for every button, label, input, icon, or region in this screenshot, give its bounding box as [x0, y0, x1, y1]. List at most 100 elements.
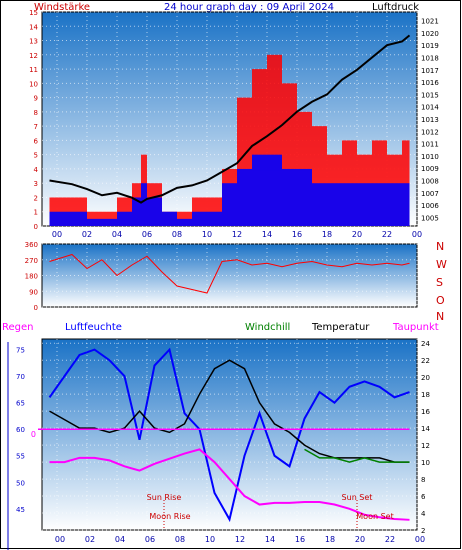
legend-rain: Regen	[2, 322, 34, 333]
wind-bar	[177, 218, 192, 226]
direction-axes: 0 90 180 270 360	[25, 241, 38, 312]
humidity-y-tick: 70	[16, 373, 25, 381]
series-line-temperatur	[49, 359, 410, 463]
wind-y-tick: 10	[29, 80, 38, 88]
pressure-y-tick: 1014	[421, 104, 439, 112]
pressure-y-tick: 1008	[421, 177, 439, 185]
wind-y-tick: 14	[29, 23, 38, 31]
time-tick-label: 16	[295, 535, 305, 544]
legend-windchill: Windchill	[245, 322, 290, 333]
pressure-y-tick: 1021	[421, 18, 439, 26]
time-tick-label: 06	[145, 535, 155, 544]
legend-dewpoint: Taupunkt	[392, 322, 439, 333]
wind-bar	[402, 183, 410, 226]
direction-y-tick: 270	[25, 257, 38, 265]
humidity-y-tick: 45	[16, 506, 25, 514]
time-tick-label: 02	[85, 535, 95, 544]
pressure-y-tick: 1020	[421, 30, 439, 38]
temperature-humidity-panel	[41, 338, 418, 531]
direction-letter: N	[436, 310, 444, 323]
direction-letter: N	[436, 240, 444, 253]
pressure-y-tick: 1019	[421, 42, 439, 50]
pressure-y-tick: 1016	[421, 79, 439, 87]
wind-y-tick: 7	[34, 123, 38, 131]
time-tick-label: 06	[142, 230, 152, 239]
wind-bar	[387, 183, 402, 226]
humidity-y-tick: 60	[16, 426, 25, 434]
pressure-line-group	[49, 34, 411, 204]
wind-bar	[357, 183, 372, 226]
pressure-y-tick: 1018	[421, 55, 439, 63]
time-tick-label: 14	[265, 535, 275, 544]
time-tick-label: 10	[202, 230, 212, 239]
wind-bar	[141, 183, 147, 226]
time-tick-label: 18	[322, 230, 332, 239]
wind-axes: 0123456789101112131415100510061007100810…	[29, 9, 439, 239]
moon-set-label: Moon Set	[356, 512, 393, 521]
time-tick-label: 12	[232, 230, 242, 239]
temperature-y-tick: 2	[421, 527, 425, 535]
pressure-y-tick: 1005	[421, 214, 439, 222]
pressure-y-tick: 1010	[421, 153, 439, 161]
time-tick-label: 12	[235, 535, 245, 544]
wind-y-tick: 9	[34, 95, 38, 103]
time-tick-label: 04	[112, 230, 122, 239]
wind-bar	[147, 197, 162, 226]
wind-bar	[282, 168, 297, 226]
wind-y-tick: 4	[34, 166, 39, 174]
rain-zero-label: 0	[31, 430, 36, 439]
temperature-y-tick: 24	[421, 340, 430, 348]
wind-bar	[267, 154, 282, 226]
wind-bar	[297, 168, 312, 226]
wind-bar	[237, 168, 252, 226]
pressure-y-tick: 1006	[421, 202, 439, 210]
humidity-y-tick: 65	[16, 400, 25, 408]
time-tick-label: 22	[382, 230, 392, 239]
pressure-y-tick: 1011	[421, 141, 439, 149]
sun-set-label: Sun Set	[342, 493, 373, 502]
time-tick-label: 10	[205, 535, 215, 544]
wind-y-tick: 6	[34, 137, 39, 145]
series-line-windchill	[304, 448, 410, 463]
humidity-y-tick: 50	[16, 479, 25, 487]
wind-y-tick: 1	[34, 209, 38, 217]
temperature-y-tick: 22	[421, 357, 430, 365]
time-tick-label: 00	[412, 230, 422, 239]
wind-bar	[132, 197, 141, 226]
wind-bar	[327, 183, 342, 226]
direction-y-tick: 180	[25, 273, 38, 281]
pressure-y-tick: 1013	[421, 116, 439, 124]
direction-grid	[42, 243, 418, 308]
temperature-y-tick: 10	[421, 459, 430, 467]
temperature-grid	[42, 339, 418, 531]
temperature-y-tick: 8	[421, 476, 425, 484]
temperature-y-tick: 6	[421, 493, 426, 501]
wind-y-tick: 13	[29, 38, 38, 46]
time-tick-label: 20	[352, 230, 362, 239]
temperature-y-tick: 12	[421, 442, 430, 450]
time-tick-label: 08	[175, 535, 185, 544]
time-tick-label: 18	[325, 535, 335, 544]
header-left-label: Windstärke	[34, 2, 90, 13]
sun-rise-label: Sun Rise	[147, 493, 182, 502]
wind-bar	[192, 211, 207, 226]
wind-y-tick: 2	[34, 194, 38, 202]
time-tick-label: 04	[115, 535, 125, 544]
time-tick-label: 00	[415, 535, 425, 544]
direction-letter: W	[436, 258, 447, 271]
wind-bar	[312, 183, 327, 226]
wind-bar	[222, 183, 237, 226]
direction-line-group	[49, 253, 410, 294]
direction-line	[49, 253, 410, 294]
time-tick-label: 00	[55, 535, 65, 544]
pressure-y-tick: 1012	[421, 128, 439, 136]
wind-y-tick: 11	[29, 66, 38, 74]
temperature-y-tick: 16	[421, 408, 430, 416]
direction-letter: S	[436, 276, 443, 289]
temperature-line-group	[38, 347, 410, 523]
temperature-y-tick: 14	[421, 425, 430, 433]
humidity-y-tick: 55	[16, 453, 25, 461]
direction-letter: O	[436, 294, 445, 307]
